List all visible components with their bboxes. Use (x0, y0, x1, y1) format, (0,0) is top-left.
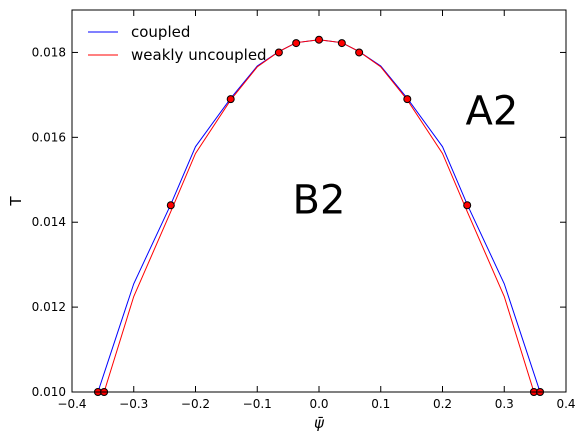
y-tick-label: 0.012 (32, 300, 66, 314)
data-point (403, 95, 412, 104)
x-tick-label: 0.2 (433, 397, 452, 411)
plot-area (72, 10, 566, 392)
y-tick-label: 0.010 (32, 385, 66, 399)
data-point (463, 201, 472, 210)
y-tick-label: 0.014 (32, 215, 66, 229)
region-label-b2: B2 (293, 178, 346, 224)
legend-label-1: weakly uncoupled (131, 46, 267, 64)
x-tick-label: 0.3 (495, 397, 514, 411)
data-point (355, 48, 364, 57)
data-point (292, 39, 301, 48)
y-axis-label: T (7, 196, 25, 207)
data-point (315, 35, 323, 44)
data-point (337, 39, 346, 48)
y-tick-label: 0.016 (32, 130, 66, 144)
x-tick-label: −0.2 (181, 397, 210, 411)
region-labels: A2 B2 (293, 89, 519, 224)
legend-label-0: coupled (131, 23, 190, 41)
legend: coupled weakly uncoupled (88, 23, 267, 64)
x-tick-label: 0.4 (556, 397, 575, 411)
y-axis-ticks: 0.010 0.012 0.014 0.016 0.018 (32, 45, 566, 399)
x-tick-label: 0.0 (309, 397, 328, 411)
region-label-a2: A2 (465, 89, 518, 135)
x-tick-label: −0.1 (243, 397, 272, 411)
y-tick-label: 0.018 (32, 45, 66, 59)
x-axis-label: ψ̄ (314, 414, 325, 432)
data-point (166, 201, 175, 210)
x-tick-label: −0.4 (57, 397, 86, 411)
x-tick-label: −0.3 (119, 397, 148, 411)
x-tick-label: 0.1 (371, 397, 390, 411)
data-point (274, 48, 283, 57)
x-axis-ticks: −0.4 −0.3 −0.2 −0.1 0.0 0.1 0.2 0.3 0.4 (57, 10, 576, 411)
data-point (226, 95, 235, 104)
